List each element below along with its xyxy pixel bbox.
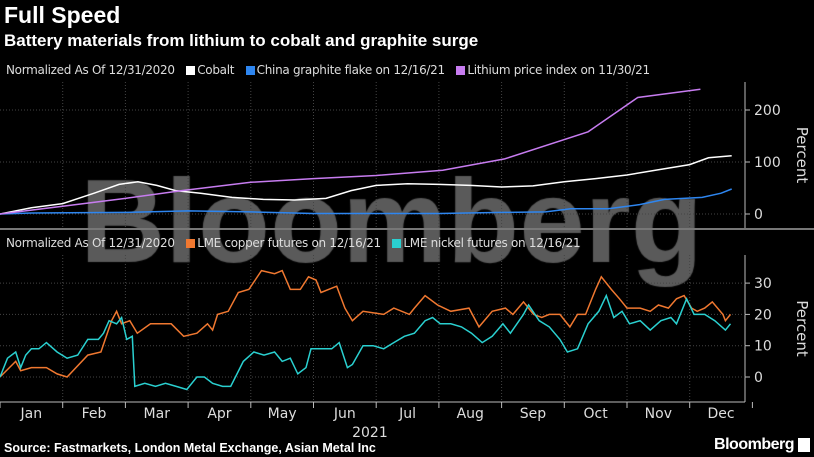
y-tick-label: 0 xyxy=(754,207,763,223)
x-tick-label: Dec xyxy=(708,406,735,422)
legend-prefix: Normalized As Of 12/31/2020 xyxy=(6,63,175,77)
chart-icon xyxy=(798,438,810,452)
x-tick-label: Jun xyxy=(333,406,356,422)
y-tick-label: 100 xyxy=(754,155,781,171)
chart-title: Full Speed xyxy=(4,2,121,28)
legend-swatch xyxy=(186,239,196,248)
x-tick-label: Apr xyxy=(207,406,231,422)
x-tick-label: Jan xyxy=(20,406,43,422)
y-tick-label: 30 xyxy=(754,276,772,292)
legend-top: Normalized As Of 12/31/2020 Cobalt China… xyxy=(6,63,650,77)
x-tick-label: May xyxy=(268,406,297,422)
legend-label: Cobalt xyxy=(197,63,235,77)
x-tick-label: Feb xyxy=(82,406,107,422)
legend-bottom: Normalized As Of 12/31/2020 LME copper f… xyxy=(6,236,581,250)
x-tick-label: Nov xyxy=(645,406,672,422)
y-tick-label: 10 xyxy=(754,339,772,355)
source-note: Source: Fastmarkets, London Metal Exchan… xyxy=(4,441,376,455)
series-line-lme xyxy=(0,293,732,391)
legend-swatch xyxy=(245,66,255,75)
bloomberg-logo: Bloomberg xyxy=(714,436,794,453)
legend-label: LME nickel futures on 12/16/21 xyxy=(403,236,581,250)
legend-swatch xyxy=(456,66,466,75)
legend-label: Lithium price index on 11/30/21 xyxy=(467,63,650,77)
x-tick-label: Oct xyxy=(584,406,609,422)
legend-label: China graphite flake on 12/16/21 xyxy=(256,63,445,77)
x-tick-label: Mar xyxy=(144,406,171,422)
y-tick-label: 20 xyxy=(754,307,772,323)
series-line-lithium xyxy=(0,88,701,215)
chart-subtitle: Battery materials from lithium to cobalt… xyxy=(4,31,479,50)
series-line-cobalt xyxy=(0,155,732,215)
legend-swatch xyxy=(186,66,196,75)
y-tick-label: 200 xyxy=(754,103,781,119)
x-axis-label: 2021 xyxy=(352,425,388,441)
x-tick-label: Jul xyxy=(398,406,416,422)
legend-swatch xyxy=(392,239,402,248)
x-tick-label: Aug xyxy=(457,406,484,422)
y-tick-label: 0 xyxy=(754,370,763,386)
series-line-china xyxy=(0,188,732,215)
y-axis-label: Percent xyxy=(793,300,811,357)
series-line-lme xyxy=(0,269,732,378)
legend-label: LME copper futures on 12/16/21 xyxy=(197,236,381,250)
x-tick-label: Sep xyxy=(520,406,547,422)
legend-prefix: Normalized As Of 12/31/2020 xyxy=(6,236,175,250)
y-axis-label: Percent xyxy=(793,127,811,184)
